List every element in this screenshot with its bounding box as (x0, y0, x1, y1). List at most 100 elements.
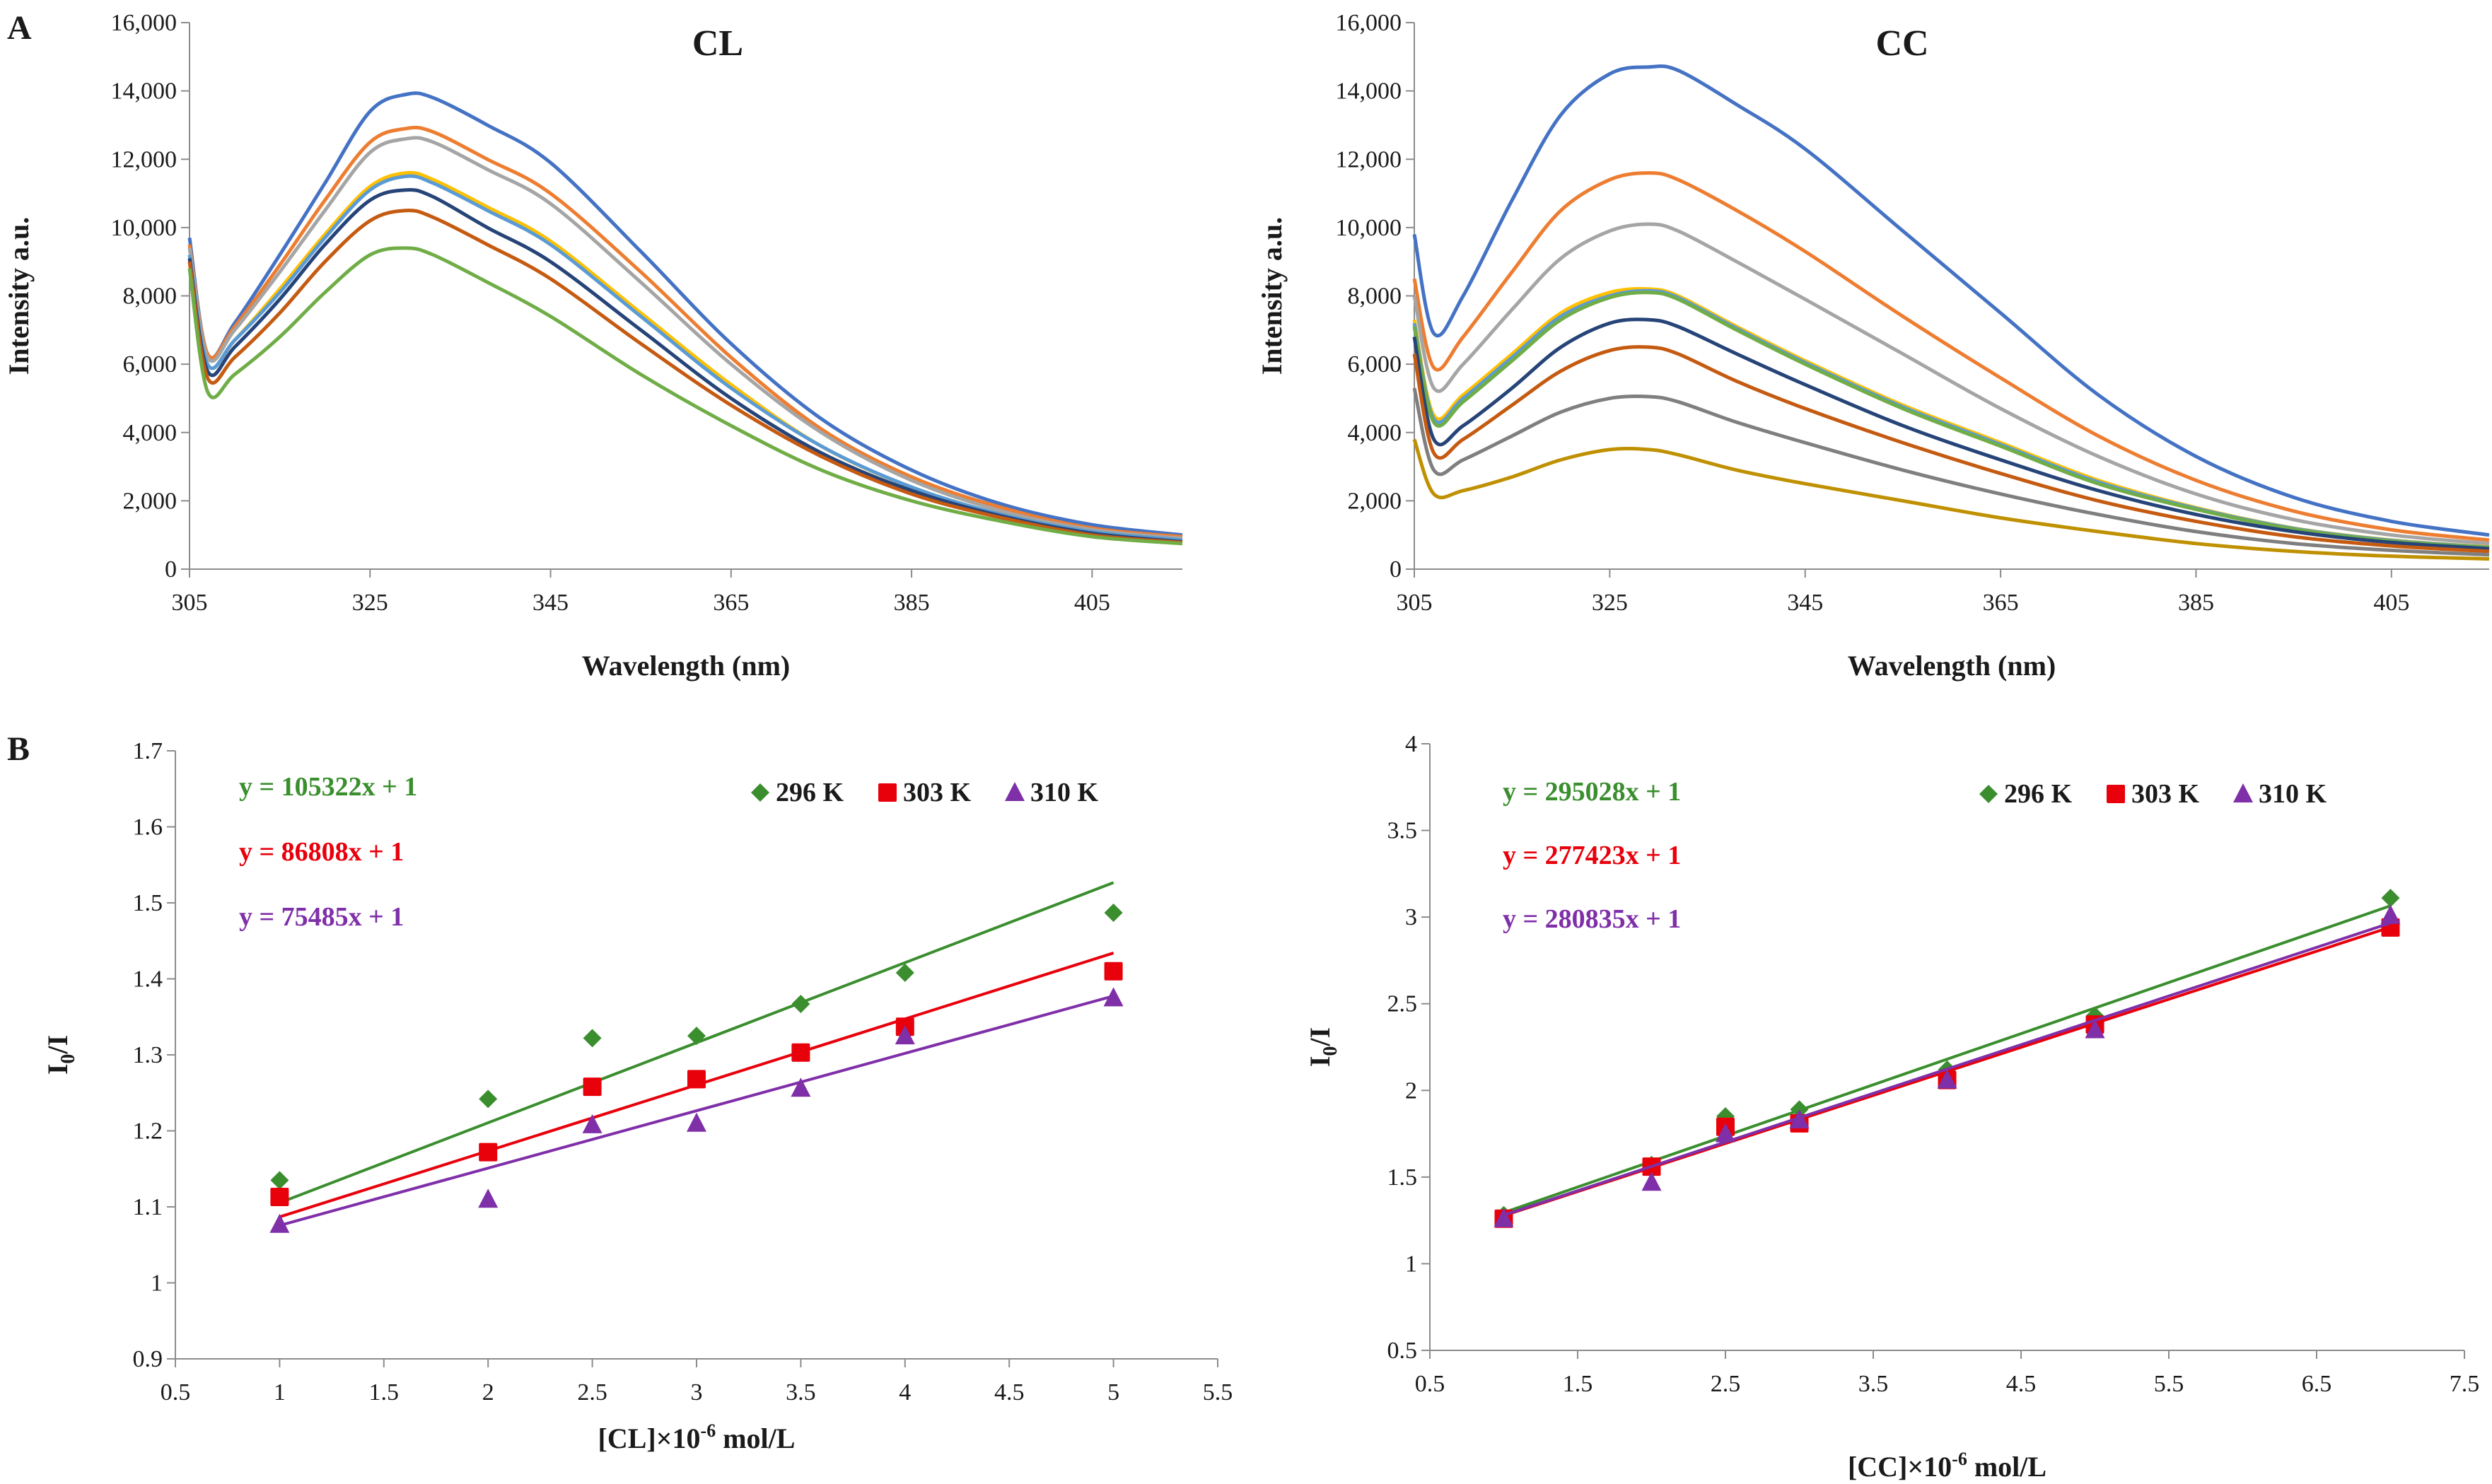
cl-stern-volmer-point-296K (270, 1171, 289, 1190)
cc-spectra-y-tick-label: 16,000 (1336, 10, 1402, 36)
cl-stern-volmer-legend-label-303K: 303 K (903, 778, 972, 807)
cc-stern-volmer-legend-marker-310K (2233, 783, 2253, 802)
cl-stern-volmer-y-tick-label: 1 (151, 1270, 163, 1297)
cl-spectra-y-axis-title: Intensity a.u. (3, 217, 35, 375)
cc-stern-volmer-x-axis-title: [CC]×10-6 mol/L (1848, 1449, 2046, 1483)
cl-stern-volmer-y-axis-title-tail: /I (42, 1035, 74, 1055)
cl-spectra-title: CL (692, 23, 743, 64)
cc-stern-volmer-equation-303K: y = 277423x + 1 (1503, 841, 1681, 870)
cl-spectra-series-8-line (187, 246, 1183, 546)
cc-stern-volmer-equation-296K: y = 295028x + 1 (1503, 777, 1681, 807)
cl-spectra-series-7-line (187, 209, 1183, 544)
cl-stern-volmer-point-303K (583, 1077, 602, 1097)
cl-stern-volmer-point-296K (583, 1029, 602, 1048)
cc-spectra-y-tick-label: 2,000 (1348, 488, 1402, 514)
cl-stern-volmer-x-tick-label: 5 (1107, 1379, 1119, 1406)
cl-stern-volmer-y-axis-title: I0/I (42, 1035, 79, 1075)
cl-stern-volmer-point-296K (791, 994, 810, 1013)
cc-spectra-x-axis-title: Wavelength (nm) (1848, 650, 2056, 682)
cl-spectra-x-tick-label: 405 (1074, 590, 1110, 616)
cc-stern-volmer-legend-label-303K: 303 K (2131, 779, 2200, 809)
cc-stern-volmer-x-axis-title-unit: mol/L (1967, 1451, 2046, 1483)
cc-stern-volmer-y-axis-title-tail: /I (1304, 1027, 1336, 1047)
cl-stern-volmer-x-tick-label: 4.5 (994, 1379, 1025, 1406)
cc-stern-volmer-x-tick-label: 3.5 (1858, 1371, 1889, 1397)
cl-stern-volmer-point-296K (895, 963, 914, 982)
cc-stern-volmer-x-tick-label: 5.5 (2154, 1371, 2184, 1397)
cc-spectra-chart: 0 2,000 4,000 6,000 8,000 10,000 12,000 14,000 1… (1256, 10, 2490, 682)
cc-stern-volmer-legend-item-296K: 296 K (1979, 779, 2073, 809)
cl-stern-volmer-y-axis-title-sub: 0 (57, 1054, 79, 1064)
cc-spectra-y-tick-label: 14,000 (1336, 78, 1402, 105)
cl-stern-volmer-point-303K (270, 1188, 289, 1207)
cc-stern-volmer-x-tick-label: 2.5 (1711, 1371, 1741, 1397)
cc-stern-volmer-legend-item-303K: 303 K (2107, 779, 2200, 809)
cl-stern-volmer-chart: 0.9 1 1.1 1.2 1.3 1.4 1.5 1.6 1.7 0.5 1 1.5 2 2.5 3 3.5… (42, 738, 1233, 1454)
cc-spectra-x-tick-label: 405 (2373, 590, 2409, 616)
cc-stern-volmer-point-310K (1789, 1109, 1810, 1128)
cc-stern-volmer-y-tick-label: 0.5 (1387, 1338, 1418, 1364)
cc-stern-volmer-point-310K (1937, 1069, 1957, 1089)
cl-spectra-x-tick-label: 305 (172, 590, 208, 616)
cc-spectra-series-6-line (1412, 291, 2490, 550)
cl-spectra-y-tick-label: 8,000 (123, 284, 177, 310)
cl-stern-volmer-x-tick-label: 2 (482, 1379, 494, 1406)
cl-spectra-x-tick-label: 345 (532, 590, 569, 616)
cl-stern-volmer-y-tick-label: 1.1 (133, 1194, 163, 1220)
cl-stern-volmer-y-tick-label: 1.7 (133, 738, 163, 764)
cl-spectra-y-tick-label: 16,000 (111, 10, 177, 36)
cl-stern-volmer-y-axis-title-main: I (42, 1064, 74, 1075)
cc-spectra-y-tick-label: 12,000 (1336, 146, 1402, 173)
cl-stern-volmer-point-310K (895, 1025, 915, 1045)
cl-stern-volmer-x-axis-title-unit: mol/L (716, 1422, 795, 1454)
cc-stern-volmer-y-axis-title-main: I (1304, 1056, 1336, 1068)
cl-spectra-series-6-line (187, 188, 1183, 544)
cc-spectra-series-2-line (1412, 171, 2490, 542)
cc-stern-volmer-fit-line-296K (1503, 904, 2392, 1214)
cl-stern-volmer-y-tick-label: 1.5 (133, 890, 163, 916)
cl-spectra-y-tick-label: 10,000 (111, 215, 177, 241)
cl-stern-volmer-legend-item-303K: 303 K (878, 778, 972, 807)
cl-stern-volmer-point-296K (687, 1027, 706, 1046)
cl-stern-volmer-y-tick-label: 0.9 (133, 1346, 163, 1372)
cl-stern-volmer-legend-marker-310K (1005, 782, 1025, 801)
cl-stern-volmer-point-310K (1103, 987, 1124, 1007)
cl-stern-volmer-y-tick-label: 1.6 (133, 814, 163, 841)
cl-spectra-series-2-line (187, 125, 1183, 539)
cc-stern-volmer-chart: 0.5 1 1.5 2 2.5 3 3.5 4 0.5 1.5 2.5 3.5 4.5 5.5 6.5 7.5… (1304, 731, 2479, 1483)
cl-stern-volmer-equation-310K: y = 75485x + 1 (239, 902, 404, 932)
cc-spectra-x-tick-label: 305 (1397, 590, 1433, 616)
cl-stern-volmer-point-303K (687, 1070, 706, 1089)
cl-stern-volmer-legend-item-310K: 310 K (1005, 778, 1099, 807)
panel-label-a: A (7, 9, 32, 47)
cc-spectra-y-axis-title: Intensity a.u. (1256, 217, 1288, 375)
cc-stern-volmer-point-310K (2380, 904, 2401, 924)
cl-spectra-y-tick-label: 4,000 (123, 420, 177, 446)
cl-stern-volmer-x-axis-title-main: [CL]×10 (598, 1422, 701, 1454)
cc-spectra-series-1-line (1412, 64, 2490, 537)
cc-stern-volmer-y-tick-label: 1 (1405, 1251, 1417, 1277)
cl-stern-volmer-y-tick-label: 1.4 (133, 966, 163, 993)
cl-stern-volmer-y-tick-label: 1.3 (133, 1042, 163, 1068)
cl-stern-volmer-legend-marker-303K (878, 783, 897, 802)
cc-stern-volmer-y-tick-label: 1.5 (1387, 1164, 1418, 1191)
cl-stern-volmer-x-axis-title: [CL]×10-6 mol/L (598, 1420, 796, 1454)
cc-stern-volmer-x-tick-label: 4.5 (2006, 1371, 2037, 1397)
cc-spectra-series-8-line (1412, 345, 2490, 554)
cl-stern-volmer-x-tick-label: 4 (899, 1379, 911, 1406)
cc-spectra-series-9-line (1412, 387, 2490, 557)
cc-spectra-x-tick-label: 385 (2178, 590, 2214, 616)
cc-stern-volmer-y-tick-label: 3.5 (1387, 818, 1418, 844)
cl-stern-volmer-x-tick-label: 2.5 (577, 1379, 607, 1406)
cc-spectra-series-7-line (1412, 317, 2490, 551)
cl-stern-volmer-x-tick-label: 1 (274, 1379, 286, 1406)
cc-stern-volmer-x-tick-label: 7.5 (2450, 1371, 2480, 1397)
cc-spectra-y-tick-label: 6,000 (1348, 351, 1402, 378)
panel-label-b: B (7, 730, 30, 768)
cc-stern-volmer-x-tick-label: 6.5 (2302, 1371, 2332, 1397)
cl-stern-volmer-point-303K (479, 1143, 498, 1162)
cc-stern-volmer-point-310K (2085, 1019, 2105, 1039)
cc-spectra-y-tick-label: 0 (1390, 556, 1402, 583)
cc-spectra-y-tick-label: 4,000 (1348, 420, 1402, 446)
